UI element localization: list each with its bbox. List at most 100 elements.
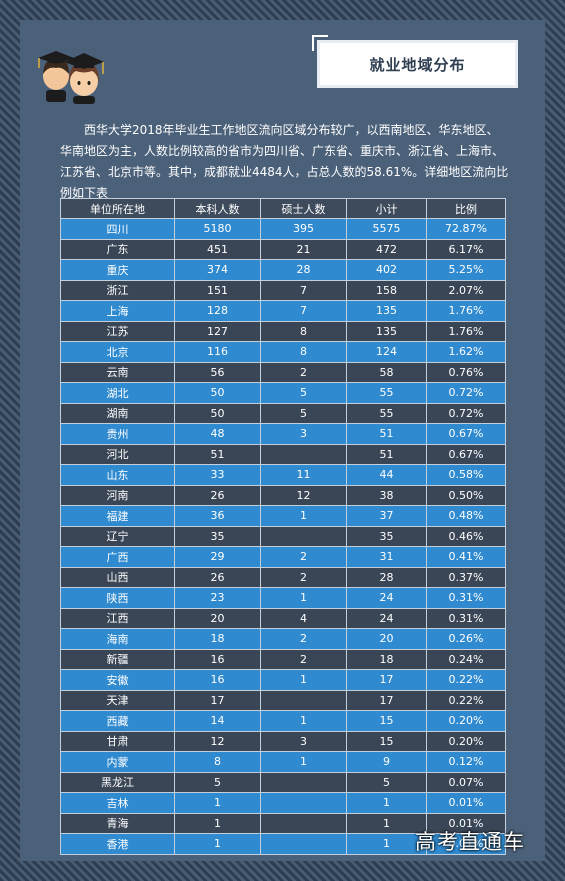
table-cell: 31 <box>346 546 427 568</box>
table-cell: 17 <box>346 669 427 691</box>
table-cell: 5 <box>260 402 347 424</box>
table-row: 重庆 374 28 402 5.25% <box>60 259 506 281</box>
table-cell: 158 <box>346 279 427 301</box>
table-row: 四川 5180 395 5575 72.87% <box>60 218 506 240</box>
table-cell: 0.22% <box>426 689 506 711</box>
table-cell: 1 <box>346 792 427 814</box>
table-row: 浙江 151 7 158 2.07% <box>60 279 506 301</box>
table-cell: 江苏 <box>60 320 175 342</box>
table-cell: 云南 <box>60 361 175 383</box>
table-cell: 1 <box>260 587 347 609</box>
table-cell: 28 <box>260 259 347 281</box>
table-row: 吉林 1 1 0.01% <box>60 792 506 814</box>
table-cell: 0.01% <box>426 812 506 834</box>
table-row: 天津 17 17 0.22% <box>60 689 506 711</box>
table-row: 西藏 14 1 15 0.20% <box>60 710 506 732</box>
header-cell: 比例 <box>426 198 506 219</box>
table-cell: 0.67% <box>426 443 506 465</box>
table-cell: 广西 <box>60 546 175 568</box>
table-cell: 湖北 <box>60 382 175 404</box>
table-header-row: 单位所在地 本科人数 硕士人数 小计 比例 <box>60 198 506 219</box>
table-cell: 44 <box>346 464 427 486</box>
table-row: 黑龙江 5 5 0.07% <box>60 771 506 793</box>
table-body: 四川 5180 395 5575 72.87% 广东 451 21 472 6.17% 重庆 374 2… <box>60 218 506 855</box>
table-cell: 17 <box>346 689 427 711</box>
table-cell: 8 <box>260 341 347 363</box>
table-cell: 0.72% <box>426 382 506 404</box>
title-box: 就业地域分布 <box>312 35 515 85</box>
table-cell: 重庆 <box>60 259 175 281</box>
table-cell: 2 <box>260 566 347 588</box>
table-row: 海南 18 2 20 0.26% <box>60 628 506 650</box>
table-cell: 2 <box>260 361 347 383</box>
table-row: 贵州 48 3 51 0.67% <box>60 423 506 445</box>
table-cell: 甘肃 <box>60 730 175 752</box>
table-cell: 38 <box>346 484 427 506</box>
table-cell: 1 <box>174 833 261 855</box>
table-row: 香港 1 1 0.01% <box>60 833 506 855</box>
table-cell: 124 <box>346 341 427 363</box>
table-row: 广东 451 21 472 6.17% <box>60 238 506 260</box>
table-cell: 116 <box>174 341 261 363</box>
table-cell: 37 <box>346 505 427 527</box>
table-cell <box>260 443 347 465</box>
table-cell: 0.50% <box>426 484 506 506</box>
table-cell: 2 <box>260 546 347 568</box>
table-cell: 0.48% <box>426 505 506 527</box>
table-row: 陕西 23 1 24 0.31% <box>60 587 506 609</box>
table-cell: 18 <box>174 628 261 650</box>
table-cell: 山东 <box>60 464 175 486</box>
table-cell: 陕西 <box>60 587 175 609</box>
table-cell: 0.12% <box>426 751 506 773</box>
table-cell: 1 <box>174 812 261 834</box>
table-cell: 北京 <box>60 341 175 363</box>
table-row: 湖南 50 5 55 0.72% <box>60 402 506 424</box>
table-cell: 1 <box>260 505 347 527</box>
table-cell: 23 <box>174 587 261 609</box>
table-cell: 151 <box>174 279 261 301</box>
table-cell: 51 <box>346 423 427 445</box>
table-cell: 黑龙江 <box>60 771 175 793</box>
table-cell: 135 <box>346 320 427 342</box>
table-cell: 12 <box>260 484 347 506</box>
table-cell: 5 <box>260 382 347 404</box>
table-cell: 55 <box>346 402 427 424</box>
table-cell: 0.58% <box>426 464 506 486</box>
table-cell: 0.01% <box>426 792 506 814</box>
table-cell: 江西 <box>60 607 175 629</box>
table-cell: 374 <box>174 259 261 281</box>
table-cell: 20 <box>174 607 261 629</box>
table-cell: 0.41% <box>426 546 506 568</box>
table-cell: 吉林 <box>60 792 175 814</box>
table-cell: 1.76% <box>426 300 506 322</box>
table-cell: 58 <box>346 361 427 383</box>
table-cell: 35 <box>346 525 427 547</box>
table-row: 湖北 50 5 55 0.72% <box>60 382 506 404</box>
table-cell <box>260 833 347 855</box>
table-cell: 0.76% <box>426 361 506 383</box>
table-cell: 辽宁 <box>60 525 175 547</box>
table-cell: 0.37% <box>426 566 506 588</box>
table-row: 甘肃 12 3 15 0.20% <box>60 730 506 752</box>
table-cell: 1.62% <box>426 341 506 363</box>
table-cell: 128 <box>174 300 261 322</box>
table-cell: 上海 <box>60 300 175 322</box>
table-row: 新疆 16 2 18 0.24% <box>60 648 506 670</box>
table-cell: 0.07% <box>426 771 506 793</box>
table-cell: 4 <box>260 607 347 629</box>
header-cell: 本科人数 <box>174 198 261 219</box>
table-cell: 0.67% <box>426 423 506 445</box>
region-distribution-table: 单位所在地 本科人数 硕士人数 小计 比例 四川 5180 395 5575 72.87… <box>60 198 506 855</box>
header-cell: 小计 <box>346 198 427 219</box>
table-cell: 36 <box>174 505 261 527</box>
table-cell: 河北 <box>60 443 175 465</box>
table-cell: 5 <box>346 771 427 793</box>
table-cell: 新疆 <box>60 648 175 670</box>
table-cell: 5575 <box>346 218 427 240</box>
table-cell: 29 <box>174 546 261 568</box>
table-cell: 5 <box>174 771 261 793</box>
header-cell: 硕士人数 <box>260 198 347 219</box>
table-cell <box>260 689 347 711</box>
table-cell: 18 <box>346 648 427 670</box>
table-cell: 湖南 <box>60 402 175 424</box>
